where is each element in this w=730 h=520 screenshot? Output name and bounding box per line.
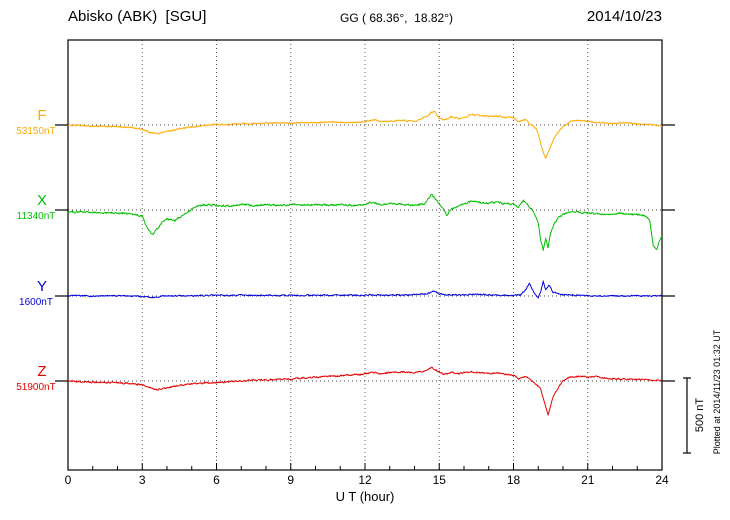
x-tick-label: 18 bbox=[506, 473, 521, 487]
trace-X bbox=[67, 193, 663, 251]
component-baseline-value-Y: 1600nT bbox=[19, 297, 53, 308]
station-title: Abisko (ABK) [SGU] bbox=[68, 8, 207, 25]
component-baseline-value-X: 11340nT bbox=[16, 211, 56, 222]
plot-date: 2014/10/23 bbox=[586, 8, 662, 25]
x-axis-label: U T (hour) bbox=[335, 489, 395, 504]
station-coordinates: GG ( 68.36°, 18.82°) bbox=[340, 11, 453, 25]
plot-frame bbox=[67, 39, 663, 471]
x-tick-label: 21 bbox=[581, 473, 595, 487]
x-tick-label: 12 bbox=[358, 473, 372, 487]
trace-Z bbox=[67, 366, 663, 417]
component-baseline-value-Z: 51900nT bbox=[16, 382, 56, 393]
x-tick-label: 6 bbox=[213, 473, 220, 487]
scale-bar-label: 500 nT bbox=[694, 397, 706, 433]
x-tick-label: 3 bbox=[138, 473, 146, 487]
x-tick-label: 24 bbox=[655, 473, 669, 487]
x-tick-label: 15 bbox=[432, 473, 446, 487]
trace-F bbox=[67, 110, 663, 160]
component-label-Y: Y bbox=[36, 278, 47, 295]
x-tick-label: 9 bbox=[287, 473, 295, 487]
trace-Y bbox=[67, 279, 663, 299]
component-baseline-value-F: 53150nT bbox=[16, 126, 56, 137]
component-label-Z: Z bbox=[37, 363, 47, 380]
component-label-F: F bbox=[37, 107, 47, 124]
component-label-X: X bbox=[36, 192, 47, 209]
x-tick-label: 0 bbox=[64, 473, 72, 487]
plotted-timestamp-note: Plotted at 2014/11/23 01:32 UT bbox=[712, 329, 722, 455]
